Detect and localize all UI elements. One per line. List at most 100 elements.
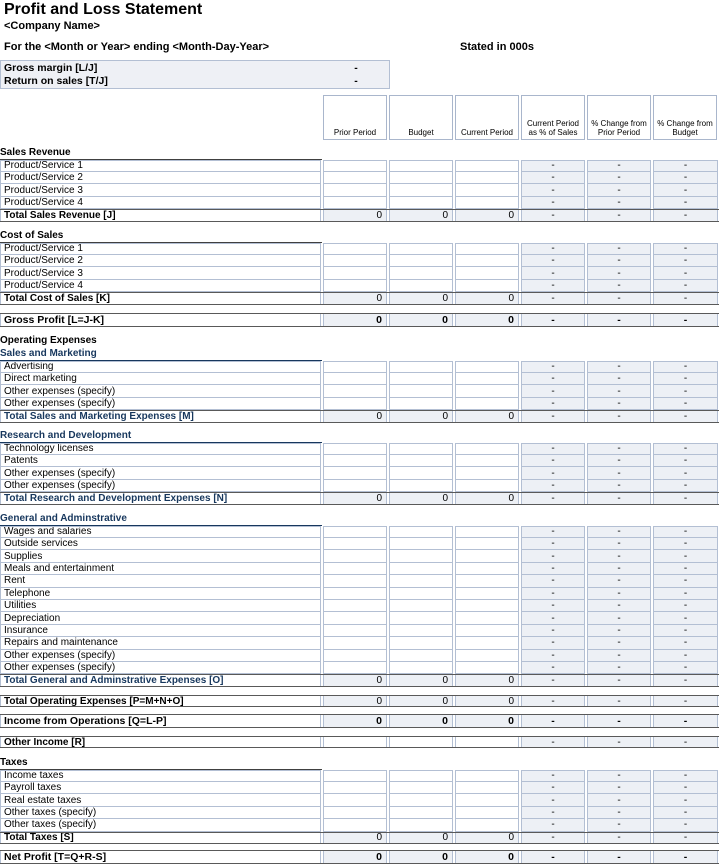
input-cell-budget[interactable]: [389, 587, 453, 600]
input-cell-prior-period[interactable]: [323, 649, 387, 662]
input-cell-prior-period[interactable]: [323, 360, 387, 373]
input-cell-prior-period[interactable]: [323, 575, 387, 588]
input-cell-current-period[interactable]: [455, 242, 519, 255]
input-cell-current-period[interactable]: [455, 769, 519, 782]
input-cell-prior-period[interactable]: [323, 562, 387, 576]
input-cell-prior-period[interactable]: [323, 267, 387, 280]
input-cell-budget[interactable]: [389, 372, 453, 386]
input-cell-current-period[interactable]: [455, 575, 519, 588]
input-cell-prior-period[interactable]: [323, 479, 387, 493]
input-cell-budget[interactable]: [389, 385, 453, 398]
input-cell-prior-period[interactable]: [323, 769, 387, 782]
input-cell-budget[interactable]: [389, 467, 453, 480]
input-cell-budget[interactable]: [389, 537, 453, 551]
input-cell-prior-period[interactable]: [323, 254, 387, 268]
input-cell-budget[interactable]: [389, 454, 453, 468]
input-cell-current-period[interactable]: [455, 397, 519, 411]
input-cell-current-period[interactable]: [455, 737, 519, 748]
input-cell-current-period[interactable]: [455, 267, 519, 280]
input-cell-budget[interactable]: [389, 360, 453, 373]
input-cell-prior-period[interactable]: [323, 372, 387, 386]
input-cell-prior-period[interactable]: [323, 794, 387, 807]
input-cell-prior-period[interactable]: [323, 737, 387, 748]
input-cell-current-period[interactable]: [455, 550, 519, 563]
input-cell-prior-period[interactable]: [323, 599, 387, 613]
input-cell-current-period[interactable]: [455, 171, 519, 185]
input-cell-budget[interactable]: [389, 397, 453, 411]
input-cell-budget[interactable]: [389, 649, 453, 662]
input-cell-prior-period[interactable]: [323, 819, 387, 832]
input-cell-current-period[interactable]: [455, 612, 519, 625]
input-cell-budget[interactable]: [389, 184, 453, 197]
input-cell-current-period[interactable]: [455, 279, 519, 293]
input-cell-current-period[interactable]: [455, 819, 519, 832]
input-cell-prior-period[interactable]: [323, 781, 387, 795]
input-cell-prior-period[interactable]: [323, 587, 387, 600]
input-cell-current-period[interactable]: [455, 599, 519, 613]
input-cell-current-period[interactable]: [455, 562, 519, 576]
input-cell-budget[interactable]: [389, 794, 453, 807]
input-cell-budget[interactable]: [389, 479, 453, 493]
input-cell-current-period[interactable]: [455, 781, 519, 795]
input-cell-budget[interactable]: [389, 267, 453, 280]
input-cell-current-period[interactable]: [455, 184, 519, 197]
input-cell-budget[interactable]: [389, 242, 453, 255]
input-cell-prior-period[interactable]: [323, 537, 387, 551]
input-cell-prior-period[interactable]: [323, 171, 387, 185]
input-cell-prior-period[interactable]: [323, 612, 387, 625]
input-cell-prior-period[interactable]: [323, 550, 387, 563]
input-cell-prior-period[interactable]: [323, 184, 387, 197]
input-cell-current-period[interactable]: [455, 537, 519, 551]
input-cell-current-period[interactable]: [455, 479, 519, 493]
input-cell-current-period[interactable]: [455, 587, 519, 600]
input-cell-budget[interactable]: [389, 737, 453, 748]
input-cell-budget[interactable]: [389, 159, 453, 172]
input-cell-budget[interactable]: [389, 196, 453, 210]
input-cell-prior-period[interactable]: [323, 624, 387, 638]
input-cell-budget[interactable]: [389, 171, 453, 185]
input-cell-budget[interactable]: [389, 781, 453, 795]
input-cell-current-period[interactable]: [455, 649, 519, 662]
input-cell-current-period[interactable]: [455, 196, 519, 210]
input-cell-prior-period[interactable]: [323, 159, 387, 172]
input-cell-prior-period[interactable]: [323, 397, 387, 411]
input-cell-prior-period[interactable]: [323, 196, 387, 210]
input-cell-current-period[interactable]: [455, 624, 519, 638]
input-cell-budget[interactable]: [389, 279, 453, 293]
input-cell-current-period[interactable]: [455, 442, 519, 455]
input-cell-current-period[interactable]: [455, 454, 519, 468]
input-cell-prior-period[interactable]: [323, 661, 387, 675]
input-cell-prior-period[interactable]: [323, 525, 387, 538]
input-cell-current-period[interactable]: [455, 385, 519, 398]
input-cell-prior-period[interactable]: [323, 454, 387, 468]
input-cell-budget[interactable]: [389, 254, 453, 268]
input-cell-prior-period[interactable]: [323, 385, 387, 398]
input-cell-budget[interactable]: [389, 442, 453, 455]
input-cell-budget[interactable]: [389, 575, 453, 588]
input-cell-prior-period[interactable]: [323, 806, 387, 820]
input-cell-budget[interactable]: [389, 624, 453, 638]
input-cell-budget[interactable]: [389, 661, 453, 675]
input-cell-current-period[interactable]: [455, 372, 519, 386]
input-cell-prior-period[interactable]: [323, 442, 387, 455]
input-cell-current-period[interactable]: [455, 794, 519, 807]
input-cell-budget[interactable]: [389, 562, 453, 576]
input-cell-budget[interactable]: [389, 550, 453, 563]
input-cell-current-period[interactable]: [455, 254, 519, 268]
input-cell-budget[interactable]: [389, 819, 453, 832]
input-cell-current-period[interactable]: [455, 661, 519, 675]
input-cell-budget[interactable]: [389, 637, 453, 650]
input-cell-prior-period[interactable]: [323, 279, 387, 293]
input-cell-current-period[interactable]: [455, 525, 519, 538]
input-cell-current-period[interactable]: [455, 637, 519, 650]
input-cell-budget[interactable]: [389, 769, 453, 782]
input-cell-prior-period[interactable]: [323, 637, 387, 650]
input-cell-budget[interactable]: [389, 599, 453, 613]
input-cell-current-period[interactable]: [455, 467, 519, 480]
input-cell-prior-period[interactable]: [323, 242, 387, 255]
input-cell-prior-period[interactable]: [323, 467, 387, 480]
input-cell-current-period[interactable]: [455, 360, 519, 373]
input-cell-current-period[interactable]: [455, 806, 519, 820]
input-cell-budget[interactable]: [389, 806, 453, 820]
input-cell-budget[interactable]: [389, 525, 453, 538]
